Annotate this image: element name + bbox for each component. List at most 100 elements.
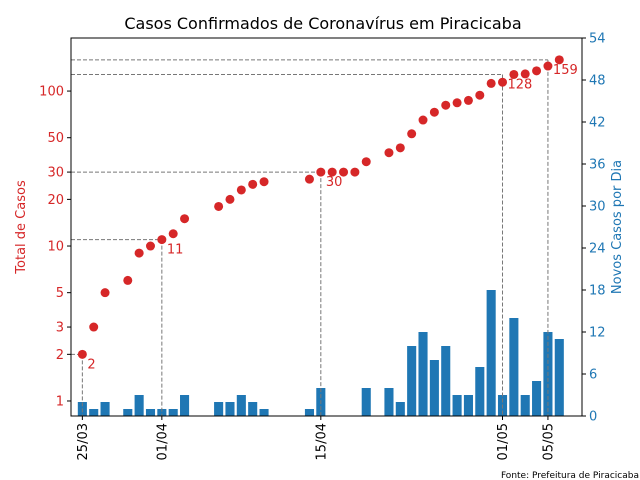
bar xyxy=(429,360,439,416)
scatter-point xyxy=(168,229,178,239)
right-tick-label: 24 xyxy=(589,242,606,257)
scatter-point xyxy=(77,349,87,359)
bar xyxy=(407,346,417,416)
scatter-point xyxy=(486,78,496,88)
scatter-point xyxy=(225,194,235,204)
bar xyxy=(168,409,178,416)
scatter-point xyxy=(520,69,530,79)
bar xyxy=(180,395,190,416)
bar xyxy=(384,388,394,416)
right-axis-ticks: 0 6 12 18 24 30 36 42 48 54 xyxy=(582,32,606,425)
left-axis-label: Total de Casos xyxy=(14,180,29,275)
bar xyxy=(441,346,451,416)
bar xyxy=(248,402,258,416)
annotations: 2 11 30 128 159 xyxy=(87,63,577,372)
left-tick-label: 20 xyxy=(47,193,64,208)
x-tick-label: 01/05 xyxy=(496,423,511,460)
scatter-point xyxy=(532,66,542,76)
scatter-point xyxy=(157,235,167,245)
annotation-label: 11 xyxy=(167,243,184,258)
left-tick-label: 2 xyxy=(56,348,64,363)
scatter-point xyxy=(259,177,269,187)
right-tick-label: 6 xyxy=(589,368,597,383)
annotation-label: 30 xyxy=(326,175,343,190)
x-tick-label: 25/03 xyxy=(76,423,91,460)
left-tick-label: 100 xyxy=(39,85,64,100)
left-axis-ticks: 1 2 3 5 10 20 30 50 100 xyxy=(39,85,71,409)
chart-title: Casos Confirmados de Coronavírus em Pira… xyxy=(124,14,521,33)
scatter-point xyxy=(134,248,144,258)
right-tick-label: 36 xyxy=(589,158,606,173)
scatter-point xyxy=(316,167,326,177)
x-tick-label: 15/04 xyxy=(314,423,329,460)
right-tick-label: 42 xyxy=(589,116,606,131)
x-tick-label: 01/04 xyxy=(155,423,170,460)
scatter-point xyxy=(123,275,133,285)
bar xyxy=(145,409,156,416)
scatter-point xyxy=(100,288,110,298)
scatter-point xyxy=(145,241,155,251)
scatter-point xyxy=(236,185,246,195)
scatter-point xyxy=(509,69,519,79)
bar xyxy=(225,402,235,416)
left-tick-label: 50 xyxy=(47,131,64,146)
annotation-label: 2 xyxy=(87,357,95,372)
left-tick-label: 10 xyxy=(47,240,64,255)
left-tick-label: 5 xyxy=(56,286,64,301)
bar xyxy=(100,402,110,416)
scatter-point xyxy=(384,148,394,158)
bar xyxy=(509,318,519,416)
scatter-point xyxy=(339,167,349,177)
plot-frame xyxy=(70,37,583,417)
bar xyxy=(89,409,99,416)
scatter-point xyxy=(180,214,190,224)
right-tick-label: 30 xyxy=(589,200,606,215)
right-tick-label: 48 xyxy=(589,74,606,89)
scatter-point xyxy=(429,107,439,117)
bar xyxy=(123,409,133,416)
bar xyxy=(157,409,167,416)
bar xyxy=(134,395,144,416)
scatter-point xyxy=(475,90,485,100)
scatter-point xyxy=(418,115,428,125)
bar xyxy=(236,395,246,416)
scatter-point xyxy=(463,95,473,105)
annotation-label: 159 xyxy=(553,63,578,78)
bar xyxy=(463,395,473,416)
bar xyxy=(486,290,496,416)
bar xyxy=(520,395,530,416)
x-tick-label: 05/05 xyxy=(541,423,556,460)
bar xyxy=(304,409,315,416)
left-tick-label: 3 xyxy=(56,321,64,336)
bar xyxy=(259,409,269,416)
bar xyxy=(418,332,428,416)
scatter-point xyxy=(327,167,337,177)
bar xyxy=(475,367,485,416)
bar xyxy=(532,381,542,416)
source-note: Fonte: Prefeitura de Piracicaba xyxy=(501,471,639,480)
bar xyxy=(554,339,564,416)
scatter-point xyxy=(554,55,564,65)
scatter-point xyxy=(452,98,462,108)
scatter-point xyxy=(441,100,451,110)
bar xyxy=(214,402,224,416)
right-tick-label: 0 xyxy=(589,410,597,425)
x-axis-ticks: 25/03 01/04 15/04 01/05 05/05 xyxy=(76,416,556,460)
scatter-series xyxy=(77,55,564,359)
left-tick-label: 30 xyxy=(47,166,64,181)
right-tick-label: 12 xyxy=(589,326,606,341)
scatter-point xyxy=(214,201,224,211)
scatter-point xyxy=(248,179,258,189)
right-tick-label: 18 xyxy=(589,284,606,299)
bar xyxy=(395,402,405,416)
scatter-point xyxy=(395,143,405,153)
annotation-label: 128 xyxy=(508,77,533,92)
scatter-point xyxy=(304,174,314,184)
left-tick-label: 1 xyxy=(56,394,64,409)
scatter-point xyxy=(350,167,360,177)
scatter-point xyxy=(361,157,371,167)
scatter-point xyxy=(543,61,553,71)
scatter-point xyxy=(89,322,99,332)
scatter-point xyxy=(407,129,417,139)
